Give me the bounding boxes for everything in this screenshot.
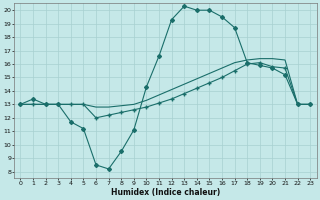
X-axis label: Humidex (Indice chaleur): Humidex (Indice chaleur) [111, 188, 220, 197]
